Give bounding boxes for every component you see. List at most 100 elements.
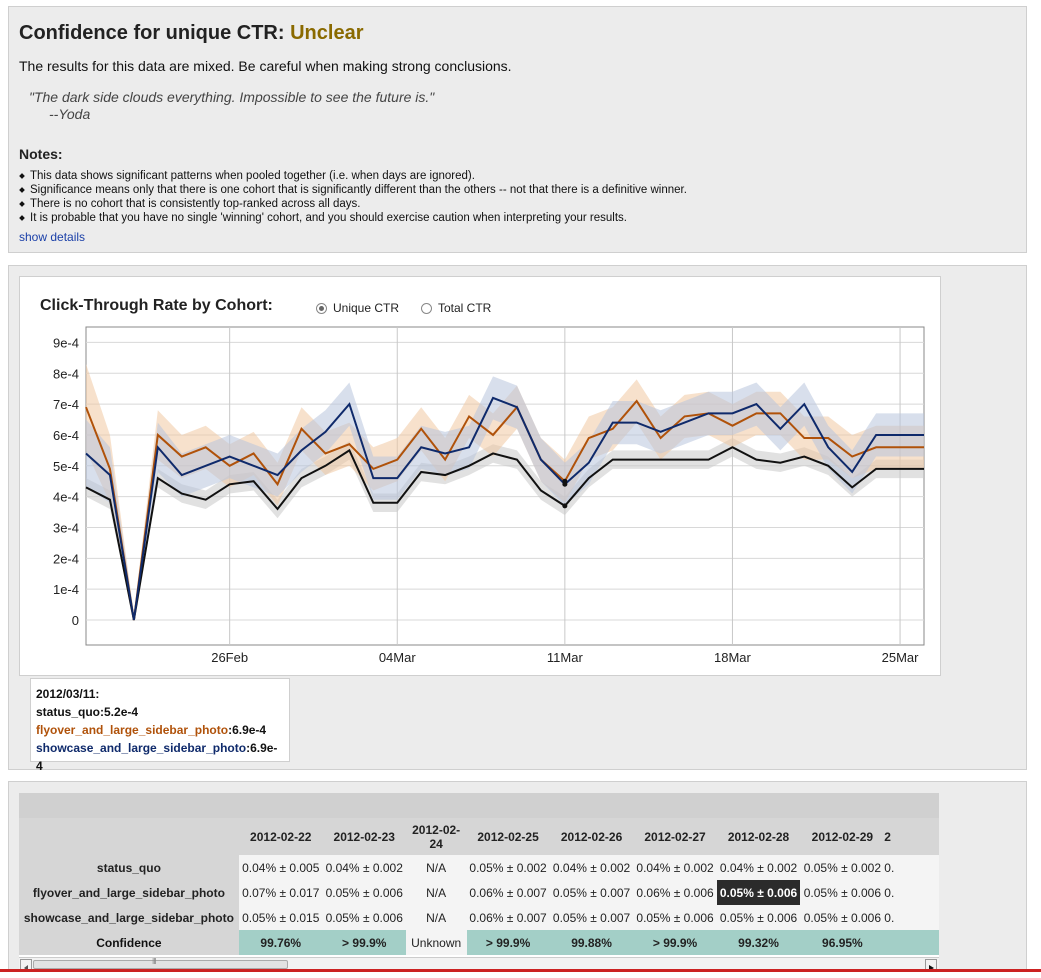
row-label: showcase_and_large_sidebar_photo [19,905,239,930]
confidence-cell: > 99.9% [633,930,717,955]
date-header: 2012-02-27 [633,818,717,855]
chart-container: 0 1e-4 2e-4 3e-4 4e-4 5e-4 6e-4 7e-4 8e-4 9e-4 26F… [19,276,941,676]
table-cell: N/A [405,905,467,930]
bottom-edge-line [0,969,1041,972]
table-cell: 0.05% ± 0.015 [238,905,323,930]
series-line [85,396,924,621]
table-cell: 0.05% ± 0.006 [800,880,885,905]
table-cell: 0.05% ± 0.002 [800,855,885,880]
series-line [85,399,924,621]
y-tick-label: 9e-4 [53,335,79,350]
table-cell: 0. [884,855,939,880]
unique-ctr-label: Unique CTR [333,301,400,315]
table-cell: 0.04% ± 0.002 [716,855,801,880]
scroll-thumb[interactable]: III [33,957,288,969]
date-header: 2 [884,818,939,855]
x-tick-label: 26Feb [211,650,248,665]
scroll-right-button[interactable] [925,959,937,971]
table-top-band [19,793,939,818]
confidence-cell: 99.88% [549,930,634,955]
results-table: 2012-02-22 2012-02-23 2012-02-24 2012-02… [19,793,939,955]
confidence-band [86,438,924,620]
y-tick-label: 5e-4 [53,459,79,474]
confidence-band [86,376,924,620]
confidence-cell: Unknown [405,930,467,955]
note-item: This data shows significant patterns whe… [19,169,687,183]
table-cell: 0.06% ± 0.007 [466,880,550,905]
table-cell: 0.07% ± 0.017 [238,880,323,905]
scroll-left-button[interactable] [20,959,32,971]
results-panel: 2012-02-22 2012-02-23 2012-02-24 2012-02… [8,781,1027,972]
highlighted-cell[interactable]: 0.05% ± 0.006 [716,880,801,905]
x-tick-label: 25Mar [882,650,920,665]
radio-selected-icon [316,302,327,314]
total-ctr-radio[interactable]: Total CTR [421,301,491,315]
row-label: status_quo [19,855,239,880]
table-cell: 0.06% ± 0.006 [633,880,717,905]
confidence-cell: 99.76% [238,930,323,955]
confidence-row: Confidence 99.76% > 99.9% Unknown > 99.9… [19,930,939,955]
chart-tooltip: 2012/03/11: status_quo:5.2e-4 flyover_an… [30,678,290,773]
horizontal-scrollbar[interactable]: III [19,957,939,972]
table-cell: 0.04% ± 0.002 [322,855,406,880]
x-tick-label: 04Mar [379,650,417,665]
confidence-cell [884,930,939,955]
table-cell: 0.04% ± 0.002 [633,855,717,880]
confidence-cell: 99.32% [716,930,801,955]
chart-panel: 0 1e-4 2e-4 3e-4 4e-4 5e-4 6e-4 7e-4 8e-4 9e-4 26F… [8,265,1027,773]
date-header: 2012-02-28 [716,818,801,855]
table-cell: 0. [884,905,939,930]
show-details-link[interactable]: show details [19,230,86,244]
x-tick-label: 18Mar [714,650,752,665]
table-cell: N/A [405,855,467,880]
y-tick-label: 4e-4 [53,490,79,505]
notes-list: This data shows significant patterns whe… [19,169,687,225]
table-cell: 0.05% ± 0.006 [633,905,717,930]
row-label: flyover_and_large_sidebar_photo [19,880,239,905]
corner-cell [19,818,239,855]
table-cell: 0.04% ± 0.002 [549,855,634,880]
table-cell: 0.05% ± 0.002 [466,855,550,880]
table-row: flyover_and_large_sidebar_photo 0.07% ± … [19,880,939,905]
results-table-scroll-area[interactable]: 2012-02-22 2012-02-23 2012-02-24 2012-02… [19,793,939,957]
table-row: showcase_and_large_sidebar_photo 0.05% ±… [19,905,939,930]
summary-text: The results for this data are mixed. Be … [19,58,512,74]
note-item: There is no cohort that is consistently … [19,197,687,211]
y-tick-label: 7e-4 [53,397,79,412]
table-cell: 0.05% ± 0.006 [322,905,406,930]
page-title: Confidence for unique CTR: Unclear [19,22,363,45]
confidence-cell: > 99.9% [322,930,406,955]
y-tick-label: 6e-4 [53,428,79,443]
note-item: It is probable that you have no single '… [19,211,687,225]
chart-title: Click-Through Rate by Cohort: [40,297,273,314]
hover-marker [562,481,568,487]
confidence-cell: 96.95% [800,930,885,955]
confidence-cell: > 99.9% [466,930,550,955]
radio-unselected-icon [421,302,432,314]
y-tick-label: 1e-4 [53,582,79,597]
table-header-row: 2012-02-22 2012-02-23 2012-02-24 2012-02… [19,818,939,855]
date-header: 2012-02-25 [466,818,550,855]
ctr-chart[interactable]: 0 1e-4 2e-4 3e-4 4e-4 5e-4 6e-4 7e-4 8e-4 9e-4 26F… [20,277,940,675]
y-tick-label: 2e-4 [53,551,79,566]
table-cell: 0. [884,880,939,905]
confidence-label: Confidence [19,930,239,955]
quote-text: "The dark side clouds everything. Imposs… [29,89,435,105]
table-cell: N/A [405,880,467,905]
table-cell: 0.06% ± 0.007 [466,905,550,930]
x-tick-label: 11Mar [547,650,584,665]
table-cell: 0.05% ± 0.006 [800,905,885,930]
date-header: 2012-02-29 [800,818,885,855]
y-tick-label: 0 [72,613,79,628]
quote-attribution: --Yoda [49,106,91,122]
grip-icon: III [152,957,157,966]
hover-marker [562,503,568,509]
table-cell: 0.05% ± 0.007 [549,905,634,930]
date-header: 2012-02-23 [322,818,406,855]
tooltip-row-flyover: flyover_and_large_sidebar_photo:6.9e-4 [36,723,267,737]
table-row: status_quo 0.04% ± 0.005 0.04% ± 0.002 N… [19,855,939,880]
y-tick-label: 3e-4 [53,520,79,535]
date-header: 2012-02-26 [549,818,634,855]
table-cell: 0.05% ± 0.006 [716,905,801,930]
unique-ctr-radio[interactable]: Unique CTR [316,301,399,315]
